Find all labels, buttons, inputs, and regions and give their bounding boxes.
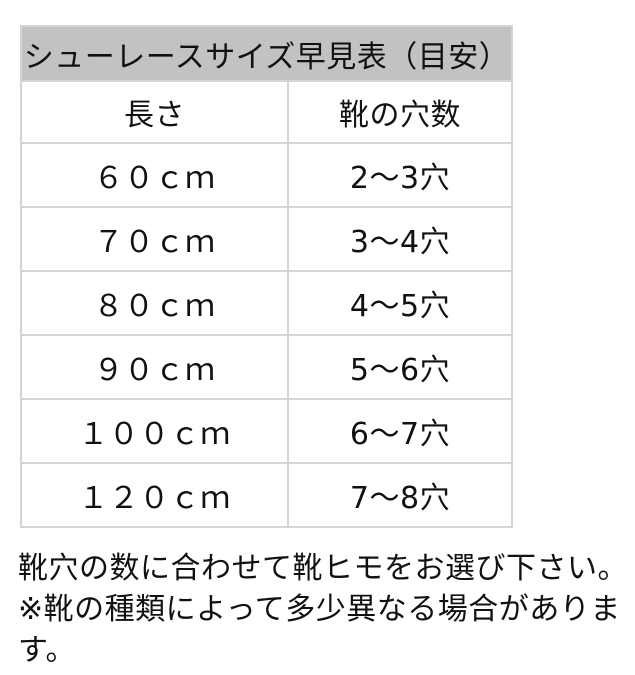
length-cell: １００ｃｍ <box>20 398 289 464</box>
note-line-2: ※靴の種類によって多少異なる場合があります。 <box>18 592 621 668</box>
column-header-length: 長さ <box>20 80 289 144</box>
shoelace-size-table: シューレースサイズ早見表（目安） 長さ 靴の穴数 ６０ｃｍ 2～3穴 ７０ｃｍ … <box>19 25 514 528</box>
table-title: シューレースサイズ早見表（目安） <box>19 25 514 82</box>
table-row: １００ｃｍ 6～7穴 <box>20 398 514 464</box>
table-title-row: シューレースサイズ早見表（目安） <box>19 25 514 82</box>
length-cell: ９０ｃｍ <box>20 334 289 400</box>
note-line-1: 靴穴の数に合わせて靴ヒモをお選び下さい。 <box>18 551 628 586</box>
table-row: ７０ｃｍ 3～4穴 <box>20 206 514 272</box>
length-cell: ７０ｃｍ <box>20 206 289 272</box>
holes-cell: 4～5穴 <box>286 270 514 336</box>
length-cell: １２０ｃｍ <box>20 462 289 528</box>
length-cell: ６０ｃｍ <box>20 142 289 208</box>
column-header-row: 長さ 靴の穴数 <box>20 80 514 144</box>
table-row: ９０ｃｍ 5～6穴 <box>20 334 514 400</box>
table-row: ８０ｃｍ 4～5穴 <box>20 270 514 336</box>
footnotes: 靴穴の数に合わせて靴ヒモをお選び下さい。 ※靴の種類によって多少異なる場合があり… <box>18 548 635 671</box>
table-row: １２０ｃｍ 7～8穴 <box>20 462 514 528</box>
holes-cell: 5～6穴 <box>286 334 514 400</box>
holes-cell: 7～8穴 <box>286 462 514 528</box>
holes-cell: 3～4穴 <box>286 206 514 272</box>
table-row: ６０ｃｍ 2～3穴 <box>20 142 514 208</box>
holes-cell: 6～7穴 <box>286 398 514 464</box>
holes-cell: 2～3穴 <box>286 142 514 208</box>
column-header-holes: 靴の穴数 <box>286 80 514 144</box>
length-cell: ８０ｃｍ <box>20 270 289 336</box>
